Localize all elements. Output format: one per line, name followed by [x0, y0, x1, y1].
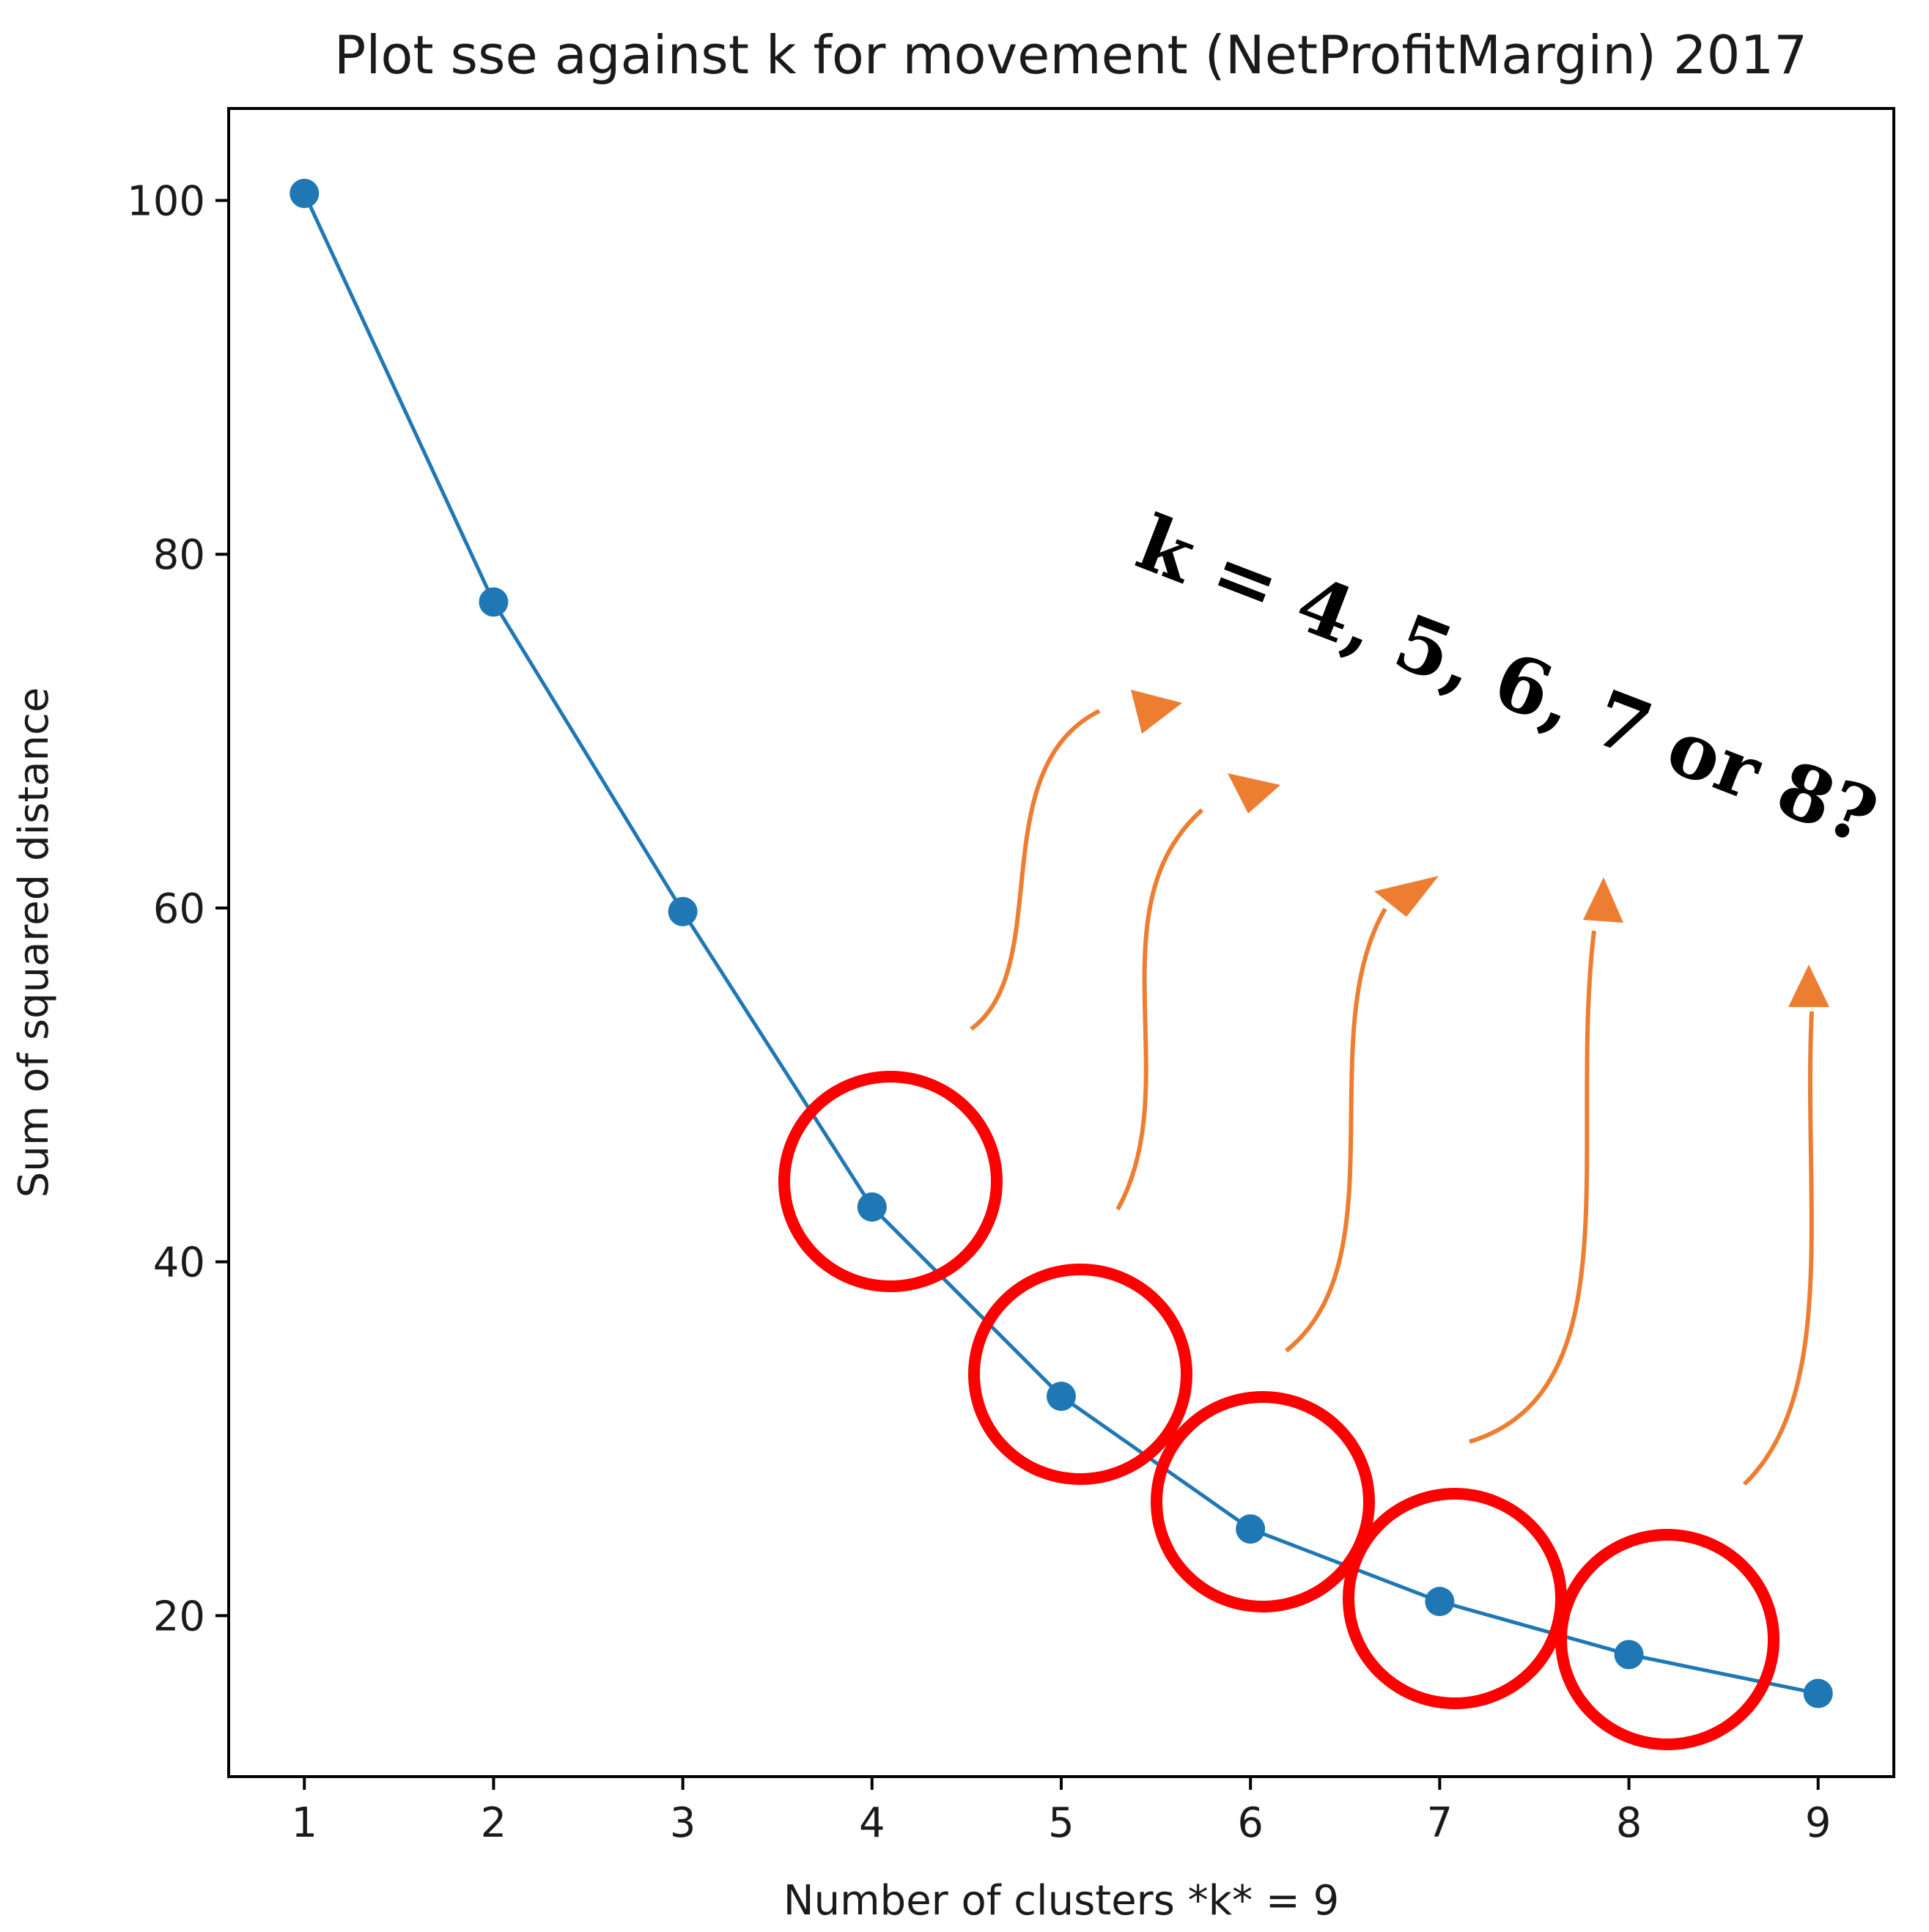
data-point-k1: [289, 178, 320, 208]
x-axis-label: Number of clusters *k* = 9: [783, 1877, 1340, 1925]
arrow-k4: [970, 709, 1101, 1031]
x-tick-label-6: 6: [1237, 1799, 1264, 1847]
data-point-k5: [1047, 1382, 1076, 1412]
y-tick-label-40: 40: [153, 1239, 205, 1287]
x-tick-label-8: 8: [1616, 1799, 1642, 1847]
data-point-k6: [1236, 1514, 1266, 1544]
highlight-circle-k6: [1151, 1391, 1375, 1612]
data-point-k4: [857, 1192, 887, 1222]
chart-title: Plot sse against k for movement (NetProf…: [334, 24, 1807, 86]
x-tick-label-5: 5: [1048, 1799, 1074, 1847]
highlight-circle-k8: [1555, 1529, 1779, 1750]
arrow-head-k5: [1228, 773, 1280, 814]
y-tick-label-20: 20: [153, 1593, 205, 1640]
arrow-k8: [1742, 1011, 1814, 1486]
arrow-head-k8: [1788, 965, 1829, 1007]
arrow-k7: [1469, 930, 1596, 1444]
x-tick-label-4: 4: [859, 1799, 885, 1847]
x-tick-label-7: 7: [1427, 1799, 1453, 1847]
y-tick-label-100: 100: [127, 178, 205, 226]
highlight-circle-k7: [1343, 1488, 1567, 1709]
x-tick-label-1: 1: [291, 1799, 317, 1847]
y-tick-label-60: 60: [153, 885, 205, 933]
data-point-k7: [1425, 1587, 1455, 1617]
arrow-head-k6: [1374, 876, 1439, 917]
data-point-k3: [668, 896, 698, 926]
arrow-k5: [1115, 808, 1204, 1211]
y-tick-label-80: 80: [153, 531, 205, 579]
arrow-k6: [1285, 907, 1387, 1353]
data-point-k2: [479, 587, 509, 617]
data-point-k9: [1803, 1678, 1833, 1708]
data-point-k8: [1614, 1640, 1644, 1670]
x-tick-label-3: 3: [670, 1799, 696, 1847]
highlight-circle-k5: [968, 1264, 1192, 1485]
x-tick-label-2: 2: [481, 1799, 507, 1847]
plot-frame: [227, 107, 1895, 1778]
arrow-head-k7: [1583, 877, 1623, 923]
y-axis-label: Sum of squared distance: [10, 687, 58, 1198]
highlight-circle-k4: [778, 1071, 1003, 1292]
x-tick-label-9: 9: [1805, 1799, 1832, 1847]
arrow-head-k4: [1131, 690, 1182, 734]
